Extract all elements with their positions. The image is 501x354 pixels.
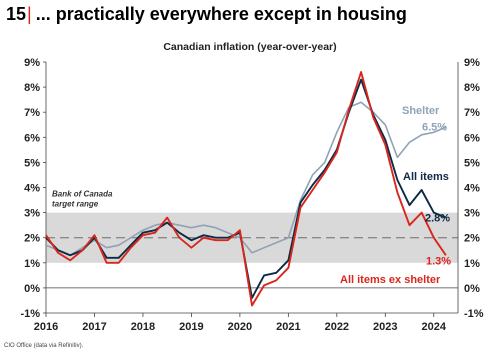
x-tick-label: 2017 [82,321,106,333]
y-tick-right: -1% [464,308,484,320]
y-tick-right: 0% [464,283,480,295]
band-label-line1: Bank of Canada [52,190,113,199]
y-tick-left: 3% [24,208,40,220]
end-label-ex-shelter: 1.3% [426,255,451,267]
y-tick-left: 8% [24,82,40,94]
y-tick-left: 6% [24,132,40,144]
x-tick-label: 2019 [179,321,203,333]
series-name-ex-shelter: All items ex shelter [340,274,441,286]
y-tick-right: 5% [464,157,480,169]
title-divider: | [27,4,32,24]
y-tick-left: 1% [24,258,40,270]
y-tick-right: 8% [464,82,480,94]
x-tick-label: 2021 [276,321,300,333]
x-tick-label: 2020 [228,321,252,333]
x-tick-label: 2016 [34,321,58,333]
y-tick-left: 7% [24,107,40,119]
y-tick-left: 9% [24,57,40,69]
band-label-line2: target range [52,200,99,209]
y-tick-right: 2% [464,233,480,245]
y-tick-left: -1% [20,308,40,320]
y-tick-left: 0% [24,283,40,295]
source-note: CIO Office (data via Refinitiv). [4,343,84,349]
chart-title: Canadian inflation (year-over-year) [163,41,336,53]
x-tick-label: 2024 [422,321,447,333]
y-tick-right: 9% [464,57,480,69]
y-tick-right: 3% [464,208,480,220]
x-tick-label: 2023 [373,321,397,333]
series-line-all-items-ex-shelter [45,71,447,307]
end-label-shelter: 6.5% [422,121,447,133]
y-tick-right: 6% [464,132,480,144]
y-tick-left: 4% [24,183,40,195]
end-label-all-items: 2.8% [425,213,450,225]
y-tick-left: 5% [24,157,40,169]
slide-title-text: ... practically everywhere except in hou… [35,4,407,24]
series-name-shelter: Shelter [402,105,440,117]
slide-title: 15|... practically everywhere except in … [6,4,407,25]
series-name-all-items: All items [403,171,449,183]
y-tick-right: 1% [464,258,480,270]
x-tick-label: 2018 [131,321,155,333]
y-tick-left: 2% [24,233,40,245]
y-tick-right: 4% [464,183,480,195]
slide-number: 15 [6,4,27,24]
series-line-shelter [45,101,447,257]
x-tick-label: 2022 [325,321,349,333]
y-tick-right: 7% [464,107,480,119]
